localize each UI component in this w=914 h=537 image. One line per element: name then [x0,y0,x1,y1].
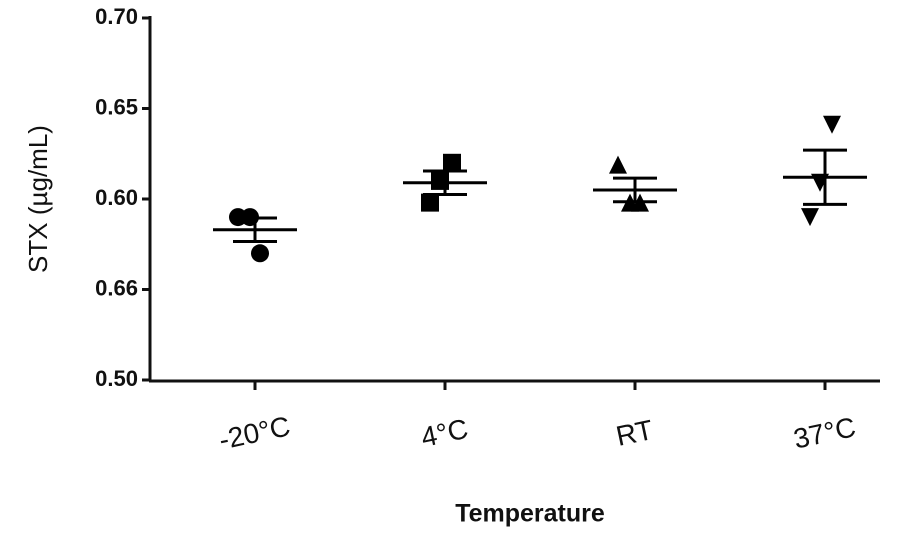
data-point [421,193,439,212]
y-tick-label: 0.50 [95,366,138,391]
x-tick-label: 4°C [418,413,470,453]
x-axis-label: Temperature [455,500,605,528]
data-point [251,244,269,263]
data-point [443,153,461,172]
x-tick-label: 37°C [791,411,859,454]
y-tick-label: 0.70 [95,4,138,29]
y-tick-label: 0.65 [95,94,138,119]
y-axis-label: STX (µg/mL) [23,125,53,273]
data-point [801,208,819,227]
x-tick-label: -20°C [216,410,293,455]
data-point [609,155,627,174]
y-tick-label: 0.60 [95,185,138,210]
y-tick-label: 0.66 [95,275,138,300]
x-tick-label: RT [613,414,655,452]
data-point [823,115,841,134]
